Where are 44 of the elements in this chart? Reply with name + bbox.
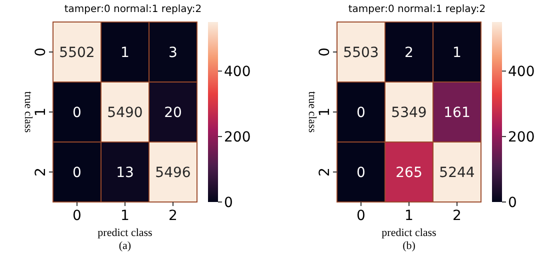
data-label: 5496 [155, 164, 191, 181]
x-tick-label: 0 [356, 208, 366, 224]
data-label: 0 [72, 104, 82, 121]
y-axis-title: true class [306, 91, 318, 133]
data-label: 0 [356, 164, 366, 181]
data-label: 3 [168, 44, 178, 61]
data-label: 5244 [439, 164, 475, 181]
data-label: 0 [356, 104, 366, 121]
data-label: 0 [72, 164, 82, 181]
x-tick-label: 0 [72, 208, 82, 224]
data-label: 20 [164, 104, 182, 121]
data-label: 2 [404, 44, 414, 61]
data-label: 1 [120, 44, 130, 61]
color-bar-label: 400 [508, 64, 535, 80]
color-bar-label: 0 [224, 194, 233, 211]
data-label: 1 [452, 44, 462, 61]
x-tick-label: 1 [404, 208, 414, 224]
y-tick-label: 0 [317, 48, 333, 56]
chart-title: tamper:0 normal:1 replay:2 [64, 4, 202, 15]
y-tick-label: 0 [33, 48, 49, 56]
chart-title: tamper:0 normal:1 replay:2 [348, 4, 486, 15]
data-label: 5503 [343, 44, 379, 61]
y-tick-label: 2 [33, 168, 49, 176]
y-tick-label: 1 [33, 108, 49, 116]
data-label: 13 [116, 164, 134, 181]
x-tick-label: 2 [168, 208, 178, 224]
color-bar-label: 200 [508, 129, 535, 146]
x-axis-title: predict class [98, 227, 152, 239]
x-tick-label: 2 [452, 208, 462, 224]
data-label: 5502 [59, 44, 95, 61]
y-tick-label: 1 [317, 108, 333, 116]
data-label: 265 [396, 164, 422, 181]
color-bar-label: 200 [224, 129, 251, 146]
color-bar-label: 0 [508, 194, 517, 211]
text: (b) [402, 240, 416, 252]
data-label: 161 [444, 104, 470, 121]
data-label: 5490 [107, 104, 143, 121]
color-bar-label: 400 [224, 64, 251, 80]
text: (a) [118, 240, 132, 252]
x-tick-label: 1 [120, 208, 130, 224]
y-tick-label: 2 [317, 168, 333, 176]
data-label: 5349 [391, 104, 427, 121]
y-axis-title: true class [22, 91, 34, 133]
x-axis-title: predict class [382, 227, 436, 239]
